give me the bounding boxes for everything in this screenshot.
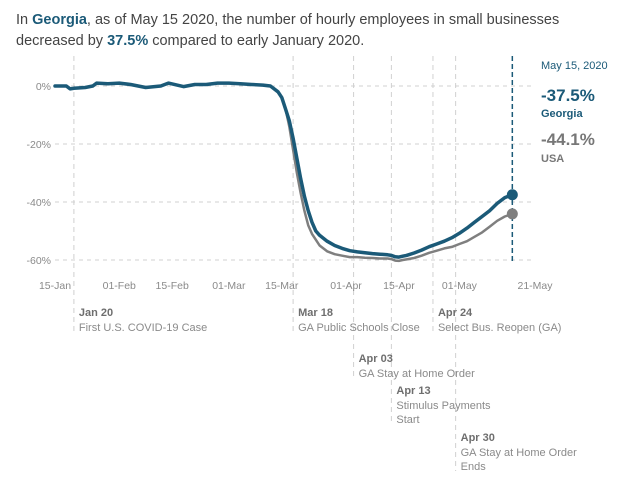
annotation-date: Apr 13 — [396, 385, 430, 397]
callout-georgia-label: Georgia — [541, 108, 583, 120]
annotation-date: Mar 18 — [298, 307, 333, 319]
y-tick-label: -20% — [26, 139, 51, 151]
callout-usa-value: -44.1% — [541, 130, 595, 149]
x-tick-label: 01-Mar — [212, 280, 246, 292]
callout-date: May 15, 2020 — [541, 60, 608, 72]
annotation-date: Apr 03 — [359, 353, 393, 365]
callout: May 15, 2020 -37.5% Georgia -44.1% USA — [541, 60, 608, 165]
annotation-lines — [73, 56, 514, 471]
headline: In Georgia, as of May 15 2020, the numbe… — [16, 10, 606, 52]
callout-georgia-value: -37.5% — [541, 86, 595, 105]
headline-suffix: compared to early January 2020. — [148, 33, 365, 49]
x-tick-label: 15-Mar — [265, 280, 299, 292]
y-tick-label: -40% — [26, 197, 51, 209]
annotation-text: Start — [396, 414, 419, 426]
headline-pct: 37.5% — [107, 33, 149, 49]
x-tick-label: 01-Apr — [330, 280, 362, 292]
y-tick-label: -60% — [26, 255, 51, 267]
series-line-usa — [53, 81, 514, 263]
annotation-date: Apr 24 — [438, 307, 473, 319]
headline-state: Georgia — [32, 12, 87, 28]
georgia-end-point — [506, 189, 518, 201]
axis-layer: 0% -20% -40% -60% 15-Jan 01-Feb 15-Feb 01-Mar 15… — [26, 81, 553, 292]
annotation-text: GA Stay at Home Order — [461, 447, 577, 459]
annotation-labels: Jan 20 First U.S. COVID-19 Case Mar 18 GA P… — [79, 307, 577, 473]
annotation-text: GA Public Schools Close — [298, 322, 420, 334]
annotation-text: Stimulus Payments — [396, 400, 491, 412]
annotation-text: GA Stay at Home Order — [359, 368, 475, 380]
x-tick-label: 01-May — [442, 280, 478, 292]
x-tick-label: 01-Feb — [103, 280, 136, 292]
annotation-date: Apr 30 — [461, 432, 495, 444]
x-tick-label: 21-May — [517, 280, 553, 292]
x-tick-label: 15-Jan — [39, 280, 71, 292]
y-tick-label: 0% — [36, 81, 51, 93]
grid-layer — [55, 85, 535, 261]
x-tick-label: 15-Apr — [383, 280, 415, 292]
usa-end-point — [506, 208, 518, 220]
annotation-date: Jan 20 — [79, 307, 113, 319]
callout-usa-label: USA — [541, 153, 564, 165]
headline-mid: , as of May 15 2020, the number of hourl… — [16, 12, 560, 49]
annotation-text: Select Bus. Reopen (GA) — [438, 322, 562, 334]
series-line-georgia — [53, 81, 515, 259]
series-layer — [53, 81, 518, 263]
annotation-text: First U.S. COVID-19 Case — [79, 322, 207, 334]
x-tick-label: 15-Feb — [156, 280, 189, 292]
headline-prefix: In — [16, 12, 33, 28]
annotation-text: Ends — [461, 461, 487, 473]
